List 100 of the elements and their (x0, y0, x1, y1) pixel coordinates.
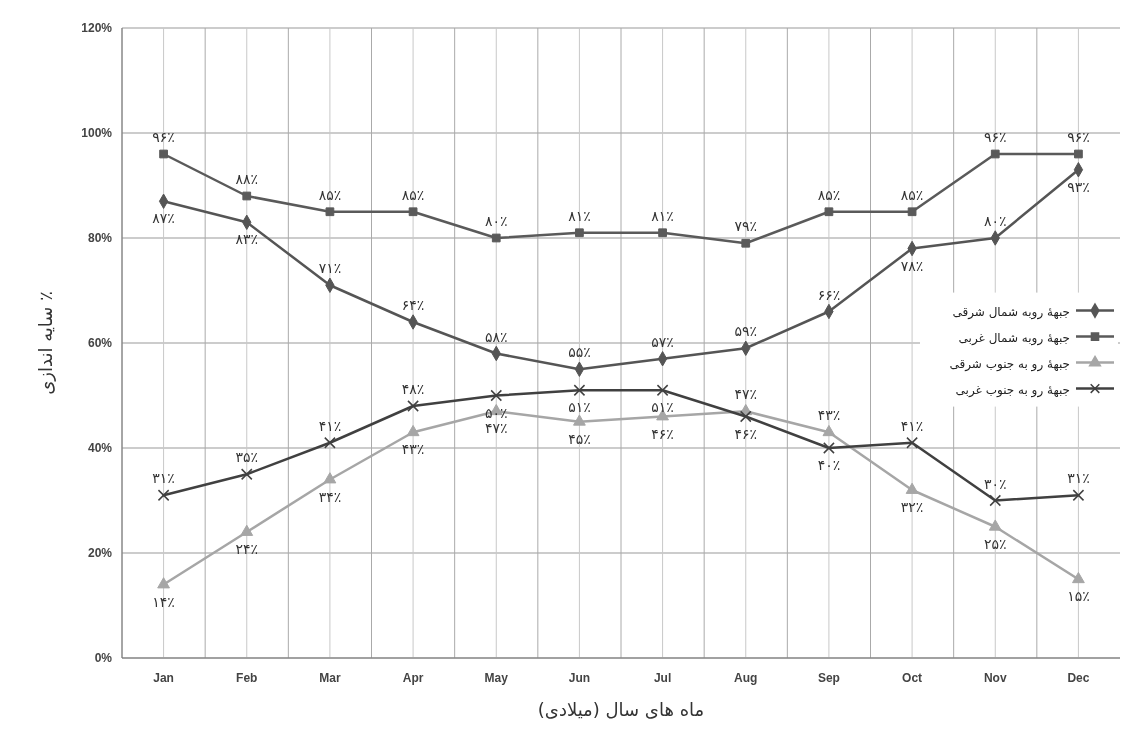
data-label: ۶۶٪ (817, 286, 841, 303)
point (573, 384, 586, 397)
y-tick-label: 40% (87, 441, 113, 455)
point (406, 424, 420, 437)
point (157, 577, 170, 589)
y-tick-label: 100% (81, 126, 113, 140)
point (990, 149, 1000, 159)
data-label: ۹۶٪ (152, 129, 175, 145)
data-label: ۶۴٪ (401, 297, 425, 313)
x-tick-label: Jun (568, 671, 591, 685)
data-label: ۳۴٪ (318, 488, 342, 505)
data-label: ۸۵٪ (900, 186, 924, 203)
x-tick-label: Nov (983, 671, 1007, 685)
data-label: ۳۲٪ (900, 499, 924, 515)
data-label: ۸۵٪ (401, 186, 425, 203)
point (656, 384, 669, 397)
data-label: ۴۱٪ (900, 417, 924, 434)
point (907, 207, 917, 217)
data-label: ۲۴٪ (235, 541, 259, 557)
point (989, 494, 1002, 507)
x-tick-label: Apr (402, 671, 424, 685)
point (1072, 571, 1085, 584)
data-label: ۵۹٪ (734, 323, 758, 340)
data-label: ۵۱٪ (568, 399, 591, 416)
x-tick-label: Feb (236, 671, 258, 685)
point (824, 207, 834, 217)
data-label: ۷۸٪ (900, 257, 924, 274)
data-label: ۵۰٪ (484, 404, 508, 421)
point (323, 472, 337, 484)
point (1074, 149, 1083, 159)
x-tick-label: Dec (1067, 671, 1090, 685)
point (491, 233, 501, 243)
data-label: ۸۸٪ (235, 171, 259, 187)
data-label: ۹۶٪ (983, 129, 1007, 145)
data-label: ۴۰٪ (817, 457, 841, 473)
data-label: ۹۶٪ (1067, 129, 1090, 145)
x-tick-label: Jan (153, 671, 174, 685)
data-label: ۷۱٪ (318, 260, 342, 277)
point (739, 410, 752, 423)
data-label: ۲۵٪ (983, 535, 1007, 552)
point (157, 489, 170, 502)
data-label: ۸۱٪ (568, 207, 591, 224)
data-label: ۴۷٪ (734, 386, 758, 403)
y-tick-label: 80% (87, 231, 113, 245)
legend-label: جبهۀ رو به جنوب شرقی (949, 356, 1070, 372)
point (1072, 489, 1085, 502)
point (575, 228, 584, 238)
data-label: ۳۵٪ (235, 449, 259, 466)
point (822, 424, 836, 437)
point (741, 238, 751, 248)
legend-label: جبهۀ روبه شمال غربی (958, 330, 1070, 346)
x-tick-label: Aug (734, 671, 758, 685)
data-label: ۴۱٪ (318, 417, 342, 434)
point (573, 414, 586, 426)
x-tick-label: Sep (817, 671, 840, 685)
point (490, 389, 503, 402)
point (159, 149, 168, 159)
data-label: ۴۸٪ (401, 381, 425, 397)
point (325, 207, 335, 217)
data-label: ۱۵٪ (1067, 588, 1090, 605)
x-tick-label: Jul (653, 671, 672, 685)
data-label: ۸۵٪ (817, 186, 841, 203)
y-tick-label: 60% (87, 336, 113, 350)
x-tick-label: Mar (319, 671, 341, 685)
data-label: ۴۶٪ (651, 425, 674, 442)
x-tick-label: Oct (902, 671, 923, 685)
point (407, 400, 419, 412)
legend-label: جبهۀ روبه شمال شرقی (952, 304, 1070, 320)
data-label: ۱۴٪ (152, 593, 175, 610)
data-label: ۴۶٪ (734, 425, 758, 442)
data-label: ۵۷٪ (651, 333, 674, 350)
data-label: ۴۵٪ (568, 430, 591, 447)
data-label: ۴۷٪ (484, 420, 508, 437)
data-label: ۸۰٪ (484, 213, 508, 229)
point (408, 207, 418, 217)
point (906, 436, 918, 449)
data-label: ۳۰٪ (983, 475, 1007, 492)
legend-label: جبهۀ رو به جنوب غربی (955, 382, 1070, 398)
point (242, 191, 252, 201)
data-label: ۸۳٪ (235, 231, 259, 248)
data-label: ۳۱٪ (152, 470, 175, 487)
data-label: ۸۵٪ (318, 186, 342, 203)
data-label: ۵۱٪ (651, 399, 674, 416)
data-label: ۸۷٪ (152, 210, 175, 227)
point (823, 442, 835, 454)
data-label: ۸۱٪ (651, 207, 674, 224)
data-label: ۸۰٪ (983, 213, 1007, 229)
data-label: ۴۳٪ (401, 441, 425, 458)
data-label: ۳۱٪ (1067, 470, 1090, 487)
x-axis-title: ماه های سال (میلادی) (537, 699, 705, 720)
data-label: ۴۳٪ (817, 407, 841, 424)
data-label: ۹۳٪ (1067, 178, 1090, 195)
data-label: ۷۹٪ (734, 218, 758, 235)
point (240, 468, 253, 481)
point (905, 482, 919, 494)
y-tick-label: 20% (87, 546, 113, 560)
y-tick-label: 120% (81, 21, 113, 35)
data-label: ۵۸٪ (484, 328, 508, 345)
point (988, 519, 1002, 531)
data-label: ۵۵٪ (568, 344, 591, 361)
